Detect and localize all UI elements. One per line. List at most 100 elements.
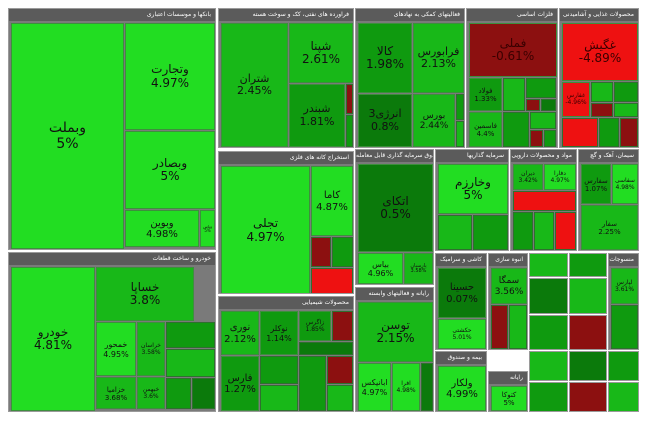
minor-sector-cell[interactable]: [529, 315, 568, 350]
stock-tile[interactable]: خزامیا 3.68%: [96, 377, 136, 409]
stock-tile[interactable]: خودرو 4.81%: [11, 267, 95, 411]
sector-banks[interactable]: بانکها و موسسات اعتباری وبملت 5% وتجارت 4.97…: [8, 8, 216, 250]
sector-refinery[interactable]: فراورده های نفتی، کک و سوخت هسته شپنا 2.61…: [218, 8, 354, 148]
stock-tile[interactable]: نوکلر 1.14%: [260, 311, 298, 355]
stock-tile[interactable]: سفارس 1.07%: [581, 164, 611, 204]
sector-construction[interactable]: انبوه سازی سمگا 3.56%: [488, 253, 528, 350]
stock-tile[interactable]: فرابورس 2.13%: [413, 23, 464, 93]
minor-sector-cell[interactable]: [608, 351, 639, 381]
sector-invest[interactable]: صندوق سرمایه گذاری قابل معاملهاتکای0.5%ب…: [355, 149, 434, 285]
minor-stock-cell[interactable]: [591, 103, 613, 117]
stock-tile[interactable]: شتران 2.45%: [221, 23, 288, 147]
stock-tile[interactable]: اتکای 0.5%: [358, 164, 433, 252]
minor-stock-cell[interactable]: [530, 112, 556, 129]
minor-stock-cell[interactable]: [327, 385, 353, 411]
stock-tile[interactable]: شپنا 2.61%: [289, 23, 353, 83]
sector-cars[interactable]: خودرو و ساخت قطعات خودرو 4.81% خساپا 3.8% خمح…: [8, 252, 216, 412]
minor-stock-cell[interactable]: [346, 115, 353, 147]
stock-tile[interactable]: وپاس 5%: [200, 210, 215, 247]
stock-tile[interactable]: غفارس -4.96%: [562, 82, 590, 117]
minor-stock-cell[interactable]: [541, 99, 556, 111]
minor-stock-cell[interactable]: [332, 311, 353, 341]
stock-tile[interactable]: وخارزم 5%: [438, 164, 508, 214]
stock-tile[interactable]: نوری 2.12%: [221, 311, 259, 355]
minor-stock-cell[interactable]: [509, 305, 527, 349]
sector-mining[interactable]: استخراج کانه های فلزی تجلی 4.97% کاما 4.87%: [218, 151, 354, 294]
minor-stock-cell[interactable]: [503, 78, 525, 111]
stock-tile[interactable]: کاما 4.87%: [311, 166, 353, 236]
stock-tile[interactable]: بیاس 4.96%: [358, 253, 403, 284]
stock-tile[interactable]: خساپا 3.8%: [96, 267, 194, 321]
minor-stock-cell[interactable]: [332, 237, 353, 267]
stock-tile[interactable]: فولاد 1.33%: [469, 78, 502, 111]
stock-tile[interactable]: خمحور 4.95%: [96, 322, 136, 376]
minor-stock-cell[interactable]: [311, 237, 331, 267]
minor-stock-cell[interactable]: [346, 84, 353, 114]
sector-food[interactable]: محصولات غذایی و آشامیدنی غگیش -4.89% غفارس -…: [559, 8, 639, 148]
sector-holding[interactable]: سرمایه گذاریها وخارزم 5%: [435, 149, 509, 251]
sector-tile-ceramic[interactable]: کاشی و سرامیک حسینا 0.07% حکشتی 5.01%: [435, 253, 487, 350]
minor-stock-cell[interactable]: [473, 215, 508, 250]
stock-tile[interactable]: کتوکا 5%: [491, 386, 527, 411]
minor-stock-cell[interactable]: [166, 378, 191, 409]
minor-stock-cell[interactable]: [166, 322, 215, 348]
minor-stock-cell[interactable]: [620, 118, 638, 147]
minor-stock-cell[interactable]: [611, 305, 638, 349]
stock-tile[interactable]: حکشتی 5.01%: [438, 319, 486, 349]
stock-tile[interactable]: وبملت 5%: [11, 23, 124, 249]
stock-tile[interactable]: وبصادر 5%: [125, 131, 215, 209]
minor-stock-cell[interactable]: [555, 212, 576, 250]
minor-stock-cell[interactable]: [526, 78, 556, 98]
stock-tile[interactable]: وتجارت 4.97%: [125, 23, 215, 130]
minor-stock-cell[interactable]: [421, 363, 433, 411]
minor-sector-cell[interactable]: [569, 382, 607, 412]
minor-stock-cell[interactable]: [192, 378, 215, 409]
sector-metals[interactable]: فلزات اساسی فملی -0.61% فولاد 1.33% فاسمین 4.4…: [466, 8, 558, 148]
stock-tile[interactable]: سفار 2.25%: [581, 205, 638, 250]
minor-stock-cell[interactable]: [513, 191, 576, 211]
stock-tile[interactable]: انرژی3 0.8%: [358, 94, 412, 147]
minor-stock-cell[interactable]: [614, 103, 638, 117]
minor-stock-cell[interactable]: [260, 356, 298, 384]
minor-sector-cell[interactable]: [569, 278, 607, 314]
minor-stock-cell[interactable]: [438, 215, 472, 250]
stock-tile[interactable]: تجلی 4.97%: [221, 166, 310, 293]
stock-tile[interactable]: سمگا 3.56%: [491, 268, 527, 304]
stock-tile[interactable]: فاسمین 4.4%: [469, 112, 502, 147]
minor-sector-cell[interactable]: [569, 315, 607, 350]
minor-sector-cell[interactable]: [608, 382, 639, 412]
stock-tile[interactable]: شبندر 1.81%: [289, 84, 345, 147]
stock-tile[interactable]: کالا 1.98%: [358, 23, 412, 93]
minor-stock-cell[interactable]: [614, 82, 638, 102]
sector-cement[interactable]: سیمان، آهک و گچ سفارس 1.07% سفاسی 4.98% سفار 2…: [578, 149, 639, 251]
stock-tile[interactable]: لپارس 3.61%: [611, 268, 638, 304]
minor-stock-cell[interactable]: [513, 212, 533, 250]
sector-pharma[interactable]: مواد و محصولات دارویی دیران 3.42% دفارا 4.97…: [510, 149, 577, 251]
minor-stock-cell[interactable]: [491, 305, 508, 349]
stock-tile[interactable]: فملی -0.61%: [469, 23, 557, 77]
stock-tile[interactable]: حسینا 0.07%: [438, 268, 486, 318]
stock-tile[interactable]: خراسان 3.58%: [137, 322, 165, 376]
minor-stock-cell[interactable]: [591, 82, 613, 102]
stock-tile[interactable]: بورس 2.44%: [413, 94, 455, 147]
minor-stock-cell[interactable]: [299, 342, 353, 355]
minor-sector-cell[interactable]: [529, 278, 568, 314]
minor-stock-cell[interactable]: [299, 356, 326, 411]
stock-tile[interactable]: وبوین 4.98%: [125, 210, 199, 247]
minor-stock-cell[interactable]: [311, 268, 353, 293]
stock-tile[interactable]: فارس 1.27%: [221, 356, 259, 411]
stock-tile[interactable]: ابانیکس 4.97%: [358, 363, 391, 411]
stock-tile[interactable]: زاگرس 1.85%: [299, 311, 331, 341]
minor-stock-cell[interactable]: [530, 130, 543, 147]
sector-telecom[interactable]: رایانه و فعالیتهای وابسته توسن 2.15% ابانیک…: [355, 287, 434, 412]
stock-tile[interactable]: افرا 4.98%: [392, 363, 420, 411]
stock-tile[interactable]: توسن 2.15%: [358, 302, 433, 362]
sector-chemicals[interactable]: محصولات شیمیایی نوری 2.12% نوکلر 1.14% فارس 1.…: [218, 296, 354, 412]
minor-sector-cell[interactable]: [569, 253, 607, 277]
minor-stock-cell[interactable]: [562, 118, 598, 147]
minor-sector-cell[interactable]: [569, 351, 607, 381]
stock-tile[interactable]: ولکار 4.99%: [438, 366, 486, 411]
minor-stock-cell[interactable]: [456, 121, 464, 147]
stock-tile[interactable]: سفاسی 4.98%: [612, 164, 638, 204]
minor-stock-cell[interactable]: [260, 385, 298, 411]
